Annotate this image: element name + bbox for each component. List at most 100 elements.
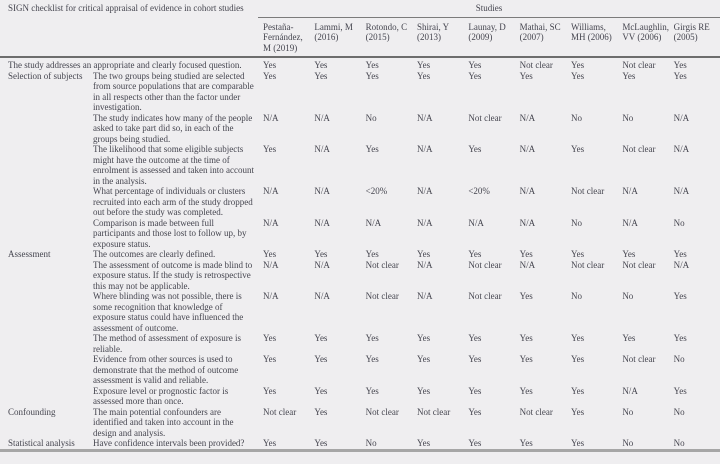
value-cell: Yes (673, 60, 687, 70)
value-cell: Yes (468, 144, 482, 154)
category-cell (0, 260, 86, 292)
value-cell: Not clear (468, 112, 502, 123)
table-row: Assessment The outcomes are clearly defin… (0, 249, 720, 260)
value-cell: N/A (468, 217, 484, 228)
table-row: Where blinding was not possible, there i… (0, 291, 720, 333)
value-cell: Not clear (622, 259, 656, 270)
value-cell: N/A (314, 217, 330, 228)
question-cell: The study indicates how many of the peop… (93, 112, 253, 144)
category-cell (0, 291, 86, 333)
value-cell: Yes (314, 406, 328, 417)
value-cell: Yes (314, 385, 328, 396)
value-cell: Yes (468, 385, 482, 396)
value-cell: N/A (673, 144, 690, 154)
value-cell: Yes (673, 70, 687, 81)
value-cell: N/A (263, 259, 279, 270)
value-cell: Yes (417, 249, 431, 259)
column-header: Lammi, M (2016) (314, 21, 353, 43)
value-cell: No (622, 112, 634, 123)
value-cell: N/A (417, 291, 433, 301)
question-cell: Exposure level or prognostic factor is a… (93, 385, 229, 407)
value-cell: Yes (468, 70, 482, 81)
value-cell: Yes (365, 249, 379, 259)
header-top-row: SIGN checklist for critical appraisal of… (0, 0, 720, 18)
value-cell: N/A (263, 112, 279, 123)
study-columns-row: Pestaña-Fernández, M (2019) Lammi, M (201… (0, 17, 720, 57)
value-cell: Yes (570, 249, 585, 259)
value-cell: No (622, 438, 634, 448)
value-cell: N/A (519, 186, 536, 196)
value-cell: Yes (263, 249, 277, 259)
value-cell: No (673, 354, 685, 364)
value-cell: No (673, 217, 685, 228)
value-cell: Yes (519, 385, 533, 396)
value-cell: Yes (673, 249, 687, 259)
value-cell: Not clear (263, 406, 297, 417)
value-cell: Yes (417, 354, 431, 364)
value-cell: Yes (365, 333, 379, 343)
question-cell: The likelihood that some eligible subjec… (93, 144, 254, 186)
value-cell: Yes (263, 60, 277, 70)
table-header: SIGN checklist for critical appraisal of… (0, 0, 720, 57)
value-cell: Not clear (622, 144, 656, 154)
value-cell: Yes (365, 144, 379, 154)
value-cell: Yes (314, 354, 328, 364)
table-row: Evidence from other sources is used to d… (0, 354, 720, 386)
value-cell: N/A (673, 259, 690, 270)
question-cell: The method of assessment of exposure is … (93, 333, 241, 354)
value-cell: N/A (314, 186, 330, 196)
category-cell (0, 333, 86, 354)
value-cell: Yes (417, 438, 431, 448)
value-cell: N/A (417, 217, 433, 228)
category-cell (0, 113, 86, 145)
question-cell: The assessment of outcome is made blind … (93, 259, 253, 291)
value-cell: Yes (622, 70, 636, 81)
value-cell: Yes (314, 70, 328, 81)
value-cell: No (570, 291, 582, 301)
column-header: McLaughlin, VV (2006) (622, 21, 670, 43)
value-cell: Not clear (570, 186, 605, 196)
value-cell: Yes (263, 385, 277, 396)
value-cell: Yes (314, 60, 328, 70)
question-cell: The two groups being studied are selecte… (93, 70, 254, 113)
value-cell: Yes (417, 333, 431, 343)
value-cell: Yes (263, 333, 277, 343)
table-body: The study addresses an appropriate and c… (0, 57, 720, 450)
value-cell: Yes (314, 438, 328, 448)
value-cell: Yes (263, 438, 277, 448)
table-row: Comparison is made between full particip… (0, 218, 720, 250)
value-cell: Yes (570, 406, 585, 417)
table-row: Selection of subjects The two groups bein… (0, 71, 720, 113)
value-cell: N/A (263, 186, 279, 196)
value-cell: No (570, 112, 582, 123)
value-cell: Yes (570, 354, 585, 364)
value-cell: Yes (365, 354, 379, 364)
value-cell: Yes (417, 60, 431, 70)
value-cell: N/A (519, 217, 536, 228)
value-cell: N/A (673, 186, 690, 196)
value-cell: N/A (519, 112, 536, 123)
column-header: Mathai, SC (2007) (519, 21, 561, 43)
value-cell: Yes (519, 291, 533, 301)
value-cell: N/A (417, 186, 433, 196)
value-cell: Yes (673, 333, 687, 343)
table-row: What percentage of individuals or cluste… (0, 186, 720, 218)
table-row: Confounding The main potential confounder… (0, 407, 720, 439)
value-cell: N/A (314, 112, 330, 123)
value-cell: N/A (314, 259, 330, 270)
value-cell: Yes (570, 60, 585, 70)
value-cell: Yes (417, 70, 431, 81)
question-cell: Where blinding was not possible, there i… (93, 291, 244, 333)
column-header: Launay, D (2009) (468, 21, 506, 43)
value-cell: Yes (519, 354, 533, 364)
value-cell: N/A (417, 144, 433, 154)
value-cell: Yes (263, 354, 277, 364)
table-row: The likelihood that some eligible subjec… (0, 144, 720, 186)
value-cell: N/A (622, 186, 638, 196)
value-cell: Yes (468, 354, 482, 364)
value-cell: Yes (468, 249, 482, 259)
value-cell: Not clear (365, 259, 399, 270)
column-header: Rotondo, C (2015) (365, 21, 408, 43)
value-cell: N/A (622, 385, 638, 396)
value-cell: N/A (365, 217, 382, 228)
